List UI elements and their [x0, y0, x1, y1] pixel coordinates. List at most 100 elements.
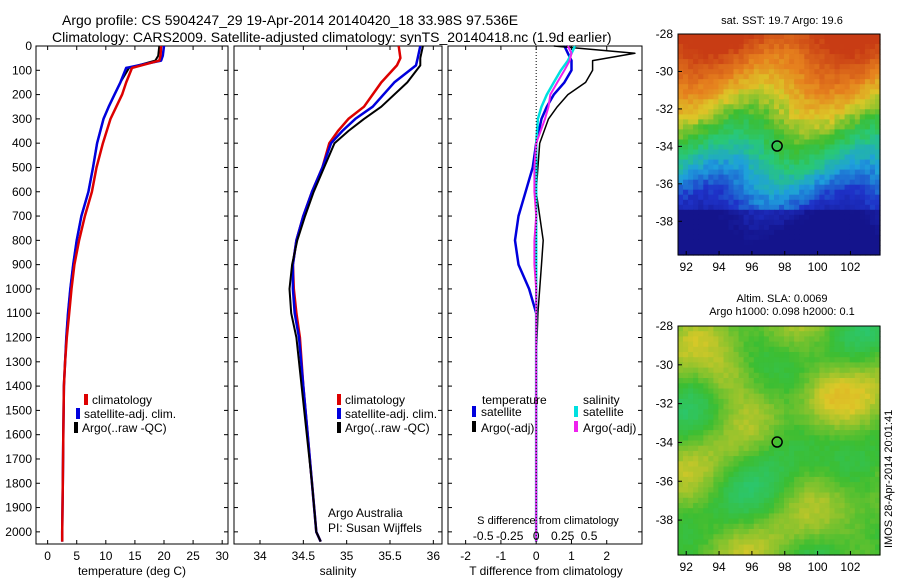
map-cell [733, 534, 740, 540]
map-cell [779, 39, 785, 45]
map-cell [708, 419, 714, 426]
map-cell [814, 144, 820, 151]
map-cell [794, 114, 800, 120]
map-cell [844, 492, 851, 499]
map-cell [789, 79, 795, 85]
map-cell [708, 466, 714, 473]
map-cell [733, 39, 740, 45]
map-cell [819, 234, 825, 241]
map-cell [713, 331, 719, 337]
map-cell [718, 179, 724, 186]
map-cell [819, 482, 825, 488]
map-cell [829, 466, 836, 473]
map-x-tick-label: 100 [808, 260, 828, 274]
map-cell [703, 129, 709, 135]
map-cell [784, 250, 790, 256]
map-cell [743, 174, 750, 181]
map-cell [789, 529, 795, 535]
map-cell [738, 209, 745, 216]
map-cell [708, 409, 714, 416]
map-cell [748, 154, 755, 161]
map-cell [753, 79, 760, 85]
map-cell [784, 549, 790, 556]
map-cell [723, 79, 730, 85]
map-cell [728, 144, 735, 151]
map-cell [799, 419, 805, 426]
map-cell [829, 229, 836, 236]
map-cell [849, 414, 856, 421]
map-cell [819, 534, 825, 540]
map-cell [849, 409, 856, 416]
map-cell [784, 378, 790, 384]
map-cell [809, 352, 815, 358]
map-cell [738, 508, 745, 514]
map-cell [844, 250, 851, 256]
map-cell [688, 534, 694, 540]
map-cell [703, 144, 709, 151]
map-cell [854, 89, 861, 95]
map-cell [698, 388, 704, 395]
map-cell [799, 129, 805, 135]
map-cell [728, 129, 735, 135]
map-cell [794, 482, 800, 488]
map-cell [779, 245, 785, 251]
map-cell [728, 440, 735, 447]
map-cell [703, 471, 709, 478]
map-cell [693, 362, 699, 369]
map-cell [768, 456, 775, 462]
map-cell [698, 154, 704, 161]
map-cell [784, 487, 790, 494]
map-cell [824, 109, 831, 115]
map-cell [763, 214, 770, 221]
map-cell [753, 184, 760, 191]
map-cell [784, 544, 790, 551]
map-cell [678, 250, 684, 256]
map-cell [875, 398, 881, 405]
map-cell [799, 362, 805, 369]
map-cell [839, 482, 846, 488]
map-cell [799, 164, 805, 171]
map-cell [849, 84, 856, 90]
map-cell [794, 239, 800, 246]
map-cell [794, 119, 800, 125]
map-cell [763, 346, 770, 353]
map-cell [864, 503, 871, 509]
map-cell [723, 179, 730, 186]
map-cell [733, 549, 740, 556]
map-cell [854, 214, 861, 221]
map-cell [703, 539, 709, 546]
map-cell [774, 461, 780, 468]
map-cell [718, 367, 724, 374]
map-cell [779, 214, 785, 221]
map-cell [784, 119, 790, 125]
map-cell [819, 44, 825, 50]
map-cell [763, 471, 770, 478]
map-cell [834, 461, 841, 468]
map-cell [799, 523, 805, 530]
map-cell [708, 194, 714, 201]
map-cell [854, 54, 861, 60]
map-cell [758, 169, 765, 176]
map-cell [743, 445, 750, 452]
map-cell [748, 383, 755, 390]
map-cell [763, 154, 770, 161]
map-cell [875, 54, 881, 60]
map-cell [703, 79, 709, 85]
map-cell [809, 461, 815, 468]
map-cell [875, 471, 881, 478]
map-cell [849, 169, 856, 176]
map-cell [854, 549, 861, 556]
map-cell [794, 245, 800, 251]
map-cell [718, 69, 724, 75]
map-cell [859, 114, 866, 120]
map-cell [849, 224, 856, 231]
map-cell [839, 114, 846, 120]
map-cell [875, 134, 881, 141]
map-cell [779, 352, 785, 358]
map-cell [844, 174, 851, 181]
map-cell [834, 139, 841, 146]
map-cell [794, 513, 800, 520]
map-cell [738, 124, 745, 130]
map-cell [768, 239, 775, 246]
map-cell [758, 134, 765, 141]
